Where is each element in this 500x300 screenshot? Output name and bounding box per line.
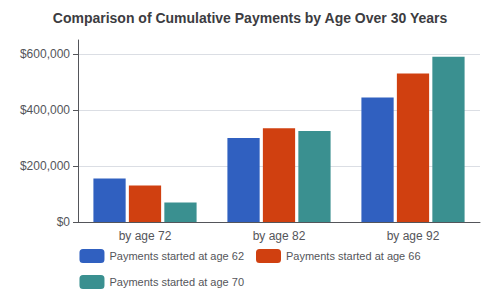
svg-text:$200,000: $200,000 xyxy=(20,159,70,173)
svg-text:Payments started at age 62: Payments started at age 62 xyxy=(109,250,244,262)
svg-text:$600,000: $600,000 xyxy=(20,47,70,61)
svg-text:by age 92: by age 92 xyxy=(387,229,440,243)
svg-text:$400,000: $400,000 xyxy=(20,103,70,117)
svg-text:Comparison of Cumulative Payme: Comparison of Cumulative Payments by Age… xyxy=(53,10,448,26)
svg-text:$0: $0 xyxy=(57,215,71,229)
svg-text:Payments started at age 66: Payments started at age 66 xyxy=(286,250,421,262)
svg-text:Payments started at age 70: Payments started at age 70 xyxy=(109,276,244,288)
svg-text:by age 82: by age 82 xyxy=(253,229,306,243)
svg-text:by age 72: by age 72 xyxy=(119,229,172,243)
